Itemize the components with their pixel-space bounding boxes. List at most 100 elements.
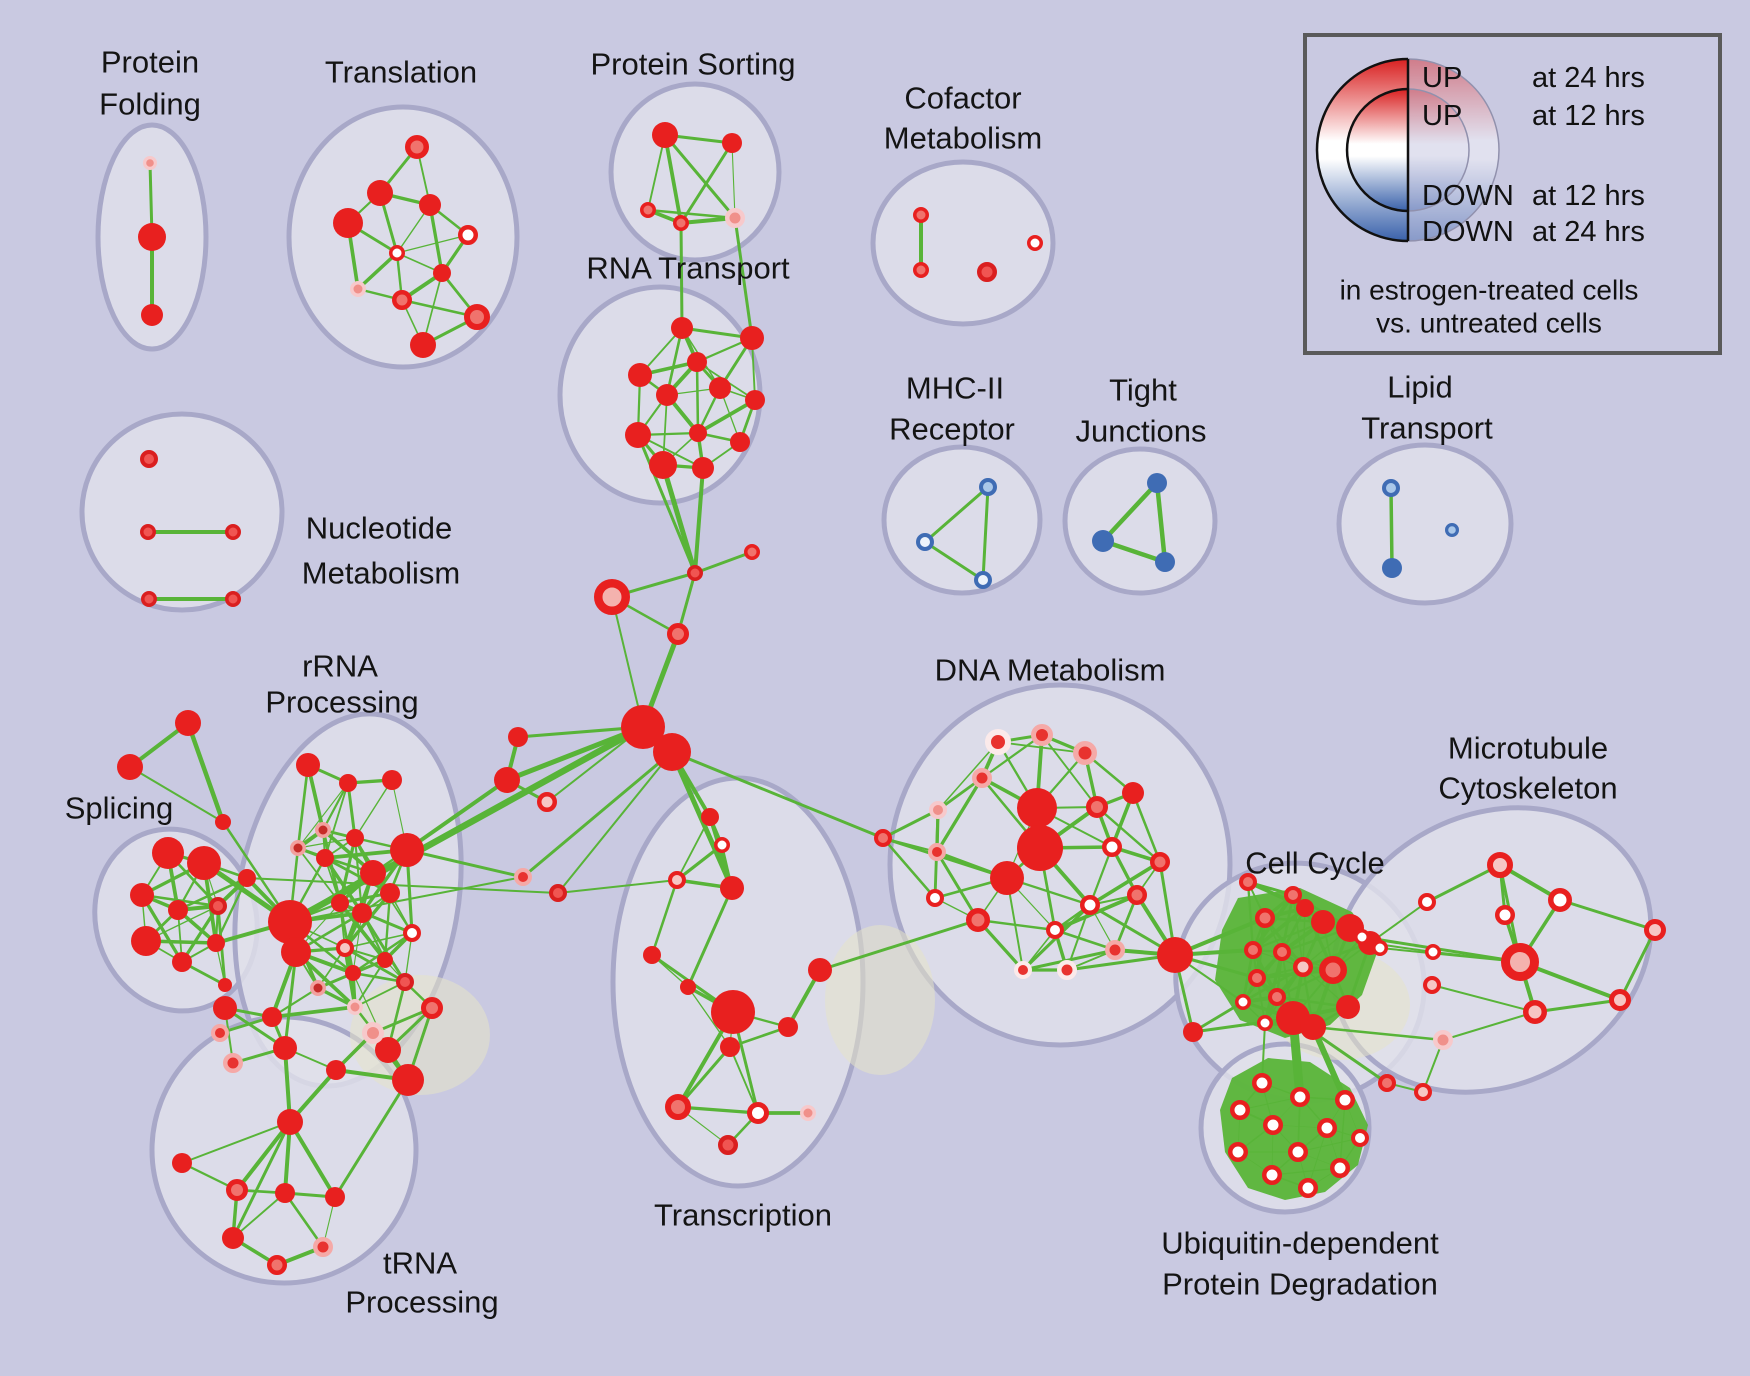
gene-node-CF1 [913, 262, 929, 278]
cluster-label-dm: DNA Metabolism [935, 653, 1166, 688]
mesh-edge [1251, 920, 1325, 952]
mesh-edge [1271, 1167, 1341, 1176]
gene-node-CF2 [977, 262, 997, 282]
mesh-edge [980, 733, 1044, 780]
gene-node-DM6 [1086, 796, 1108, 818]
gene-node-TR9 [275, 1183, 295, 1203]
gene-node-X1 [117, 754, 143, 780]
network-edge [246, 877, 559, 894]
cluster-label-tj: Tight [1109, 373, 1177, 408]
gene-node-CC23 [1414, 1083, 1432, 1101]
gene-node-CX1 [494, 767, 520, 793]
gene-node-T8 [392, 290, 412, 310]
gene-node-TR13 [313, 1237, 333, 1257]
cluster-label-rr: rRNA [302, 649, 378, 684]
mesh-edge [663, 133, 683, 225]
network-edge [1261, 1022, 1266, 1084]
gene-node-CC24 [1183, 1022, 1203, 1042]
gene-node-DM12 [1150, 852, 1170, 872]
network-edge [636, 433, 697, 575]
gene-node-M1 [916, 533, 934, 551]
mesh-edge [676, 1105, 760, 1115]
gene-node-R14 [377, 952, 393, 968]
mesh-edge [396, 234, 469, 254]
gene-node-SP4 [653, 733, 691, 771]
gene-node-L0 [1382, 479, 1400, 497]
mesh-edge [729, 1046, 759, 1114]
gene-node-TR14 [213, 996, 237, 1020]
gene-node-TR7 [172, 1153, 192, 1173]
gene-node-RT9 [730, 432, 750, 452]
overlap-patch [350, 975, 490, 1095]
gene-node-TX5 [680, 979, 696, 995]
gene-node-DM8 [1017, 825, 1063, 871]
mesh-edge [1095, 805, 1162, 864]
cluster-label-mt: Cytoskeleton [1438, 771, 1617, 806]
gene-node-R3 [315, 822, 331, 838]
gene-node-DM3 [972, 768, 992, 788]
gene-node-M2 [974, 571, 992, 589]
gene-node-R12 [403, 924, 421, 942]
gene-node-R15 [345, 965, 361, 981]
gene-node-R4 [290, 840, 306, 856]
mesh-edge [354, 779, 393, 839]
gene-node-RT7 [625, 422, 651, 448]
gene-node-DM17 [1046, 921, 1064, 939]
gene-node-PF1 [138, 223, 166, 251]
mesh-edge [428, 203, 444, 275]
mesh-edge [297, 782, 349, 849]
mesh-edge [232, 1192, 286, 1239]
network-edge [185, 720, 226, 825]
network-edge [660, 462, 698, 576]
legend-direction-1: UP [1422, 100, 1462, 132]
gene-node-N3 [141, 591, 157, 607]
gene-node-TJ0 [1147, 473, 1167, 493]
network-edge [693, 466, 705, 575]
gene-node-CF0 [913, 207, 929, 223]
gene-node-RT5 [709, 377, 731, 399]
gene-node-CC19 [1425, 944, 1441, 960]
mesh-edge [935, 776, 984, 854]
gene-node-S6 [172, 952, 192, 972]
gene-node-S8 [238, 869, 256, 887]
mesh-edge [354, 959, 386, 1008]
gene-node-T1 [367, 180, 393, 206]
network-edge [1065, 953, 1177, 972]
gene-node-R17 [310, 980, 326, 996]
gene-node-PS0 [652, 122, 678, 148]
cluster-label-ub: Ubiquitin-dependent [1161, 1226, 1439, 1261]
mesh-edge [338, 901, 387, 962]
gene-node-T0 [405, 135, 429, 159]
network-edge [1558, 898, 1657, 932]
network-edge [1389, 486, 1394, 570]
gene-node-S5 [131, 926, 161, 956]
network-edge [223, 1006, 287, 1050]
gene-node-TX0 [701, 808, 719, 826]
gene-node-PF2 [141, 304, 163, 326]
mesh-edge [1246, 880, 1255, 952]
cluster-label-mhc: Receptor [889, 412, 1015, 447]
gene-node-TR3 [362, 1022, 384, 1044]
gene-node-DM16 [1080, 895, 1100, 915]
gene-node-TR12 [267, 1255, 287, 1275]
gene-node-R0 [296, 753, 320, 777]
gene-node-L2 [1444, 522, 1459, 537]
network-edge [882, 809, 939, 839]
gene-node-TR0 [273, 1036, 297, 1060]
mesh-edge [646, 208, 737, 220]
cluster-label-ps: Protein Sorting [590, 47, 795, 82]
gene-node-MT1 [1548, 888, 1572, 912]
gene-node-DM5 [929, 801, 947, 819]
gene-node-CC8 [1273, 943, 1291, 961]
legend-direction-0: UP [1422, 62, 1462, 94]
gene-node-SP3 [621, 705, 665, 749]
network-edge [686, 886, 734, 989]
cluster-label-tn: tRNA [383, 1246, 457, 1281]
network-edge [1360, 935, 1522, 964]
gene-node-RRhub [268, 900, 312, 944]
gene-node-MT5 [1523, 1000, 1547, 1024]
legend-time-0: at 24 hrs [1532, 62, 1645, 94]
gene-node-R20 [375, 1037, 401, 1063]
gene-node-CC10 [1319, 956, 1347, 984]
mesh-edge [270, 1005, 357, 1019]
